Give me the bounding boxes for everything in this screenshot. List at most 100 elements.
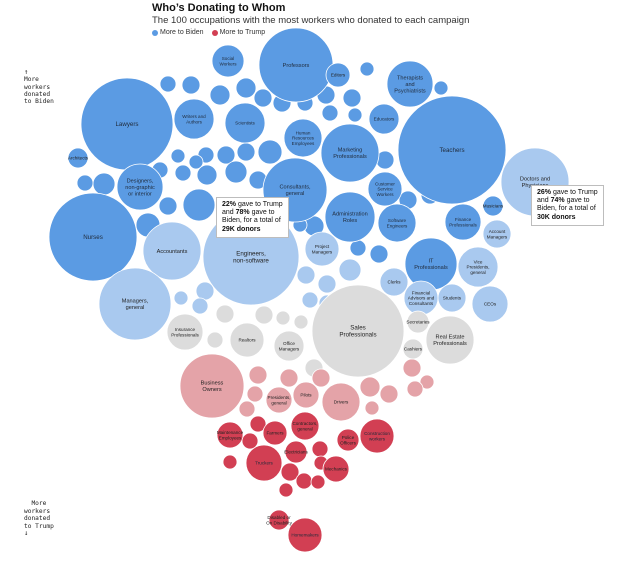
bubble-label-line: Educators (374, 117, 395, 122)
bubble-label-line: general (126, 305, 145, 311)
bubble-business-owners[interactable] (179, 353, 245, 419)
bubble-label-line: Software (388, 218, 407, 223)
bubble-librarians[interactable] (359, 61, 375, 77)
bubble-educators[interactable] (368, 103, 400, 135)
bubble-nurses[interactable] (48, 192, 138, 282)
bubble-project-managers[interactable] (304, 231, 340, 267)
bubble-curators[interactable] (433, 80, 449, 96)
bubble-label-line: Engineers (387, 223, 408, 228)
bubble-minor-1 (181, 75, 201, 95)
axis-note-trump-text: More workers donated to Trump (24, 500, 54, 530)
bubble-human-resources-employees[interactable] (283, 118, 323, 158)
bubble-managers-general[interactable] (98, 267, 172, 341)
bubble-label-software-engineers: Software Engineers (387, 218, 408, 228)
bubble-ceos[interactable] (471, 285, 509, 323)
bubble-label-students: Students (443, 296, 462, 301)
bubble-software-engineers[interactable] (377, 203, 417, 243)
bubble-label-line: Lawyers (115, 121, 138, 128)
bubble-label-line: workers (369, 436, 386, 441)
bubble-label-insurance-professionals: Insurance Professionals (171, 327, 199, 337)
bubble-label-ceos: CEOs (484, 302, 497, 307)
bubble-contractors-general[interactable] (290, 411, 320, 441)
bubble-sales-professionals[interactable] (311, 284, 405, 378)
bubble-minor-60 (241, 432, 259, 450)
bubble-finance-professionals[interactable] (444, 203, 482, 241)
bubble-minor-46 (206, 331, 224, 349)
bubble-label-vice-presidents-general: Vice Presidents, general (467, 259, 490, 275)
bubble-minor-66 (310, 474, 326, 490)
biden-swatch-icon (152, 29, 158, 36)
bubble-label-line: Employees (219, 435, 242, 440)
bubble-social-workers[interactable] (211, 44, 245, 78)
bubble-label-line: Musicians (483, 204, 504, 209)
bubble-label-therapists-and-psychiatrists: Therapists and Psychiatrists (394, 76, 426, 95)
bubble-cashiers[interactable] (402, 338, 424, 360)
bubble-label-disabled-or-on-disability: Disabled or On Disability (266, 515, 292, 525)
bubble-label-maintenance-employees: Maintenance Employees (217, 430, 244, 440)
bubble-electricians[interactable] (284, 440, 308, 464)
bubble-label-real-estate-professionals: Real Estate Professionals (433, 335, 467, 347)
bubble-presidents-general[interactable] (265, 386, 293, 414)
bubble-label-line: Architects (68, 156, 89, 161)
bubble-realtors[interactable] (229, 322, 265, 358)
bubble-account-managers[interactable] (482, 219, 512, 249)
bubble-label-line: Project (315, 244, 330, 249)
bubble-administration-roles[interactable] (324, 191, 376, 243)
bubble-label-line: Vice (474, 259, 483, 264)
bubble-editors[interactable] (325, 62, 351, 88)
bubble-mechanics[interactable] (322, 455, 350, 483)
bubble-label-human-resources-employees: Human Resources Employees (292, 130, 315, 146)
bubble-disabled-or-on-disability[interactable] (268, 509, 290, 531)
bubble-marketing-professionals[interactable] (320, 123, 380, 183)
down-arrow-icon: ↓ (24, 529, 29, 538)
bubble-label-line: Construction (364, 431, 390, 436)
bubble-real-estate-professionals[interactable] (425, 315, 475, 365)
bubble-musicians[interactable] (482, 195, 504, 217)
bubble-label-line: Professionals (339, 332, 376, 339)
bubble-label-line: Real Estate (436, 335, 465, 341)
bubble-label-line: Cashiers (404, 347, 423, 352)
bubble-pilots[interactable] (292, 381, 320, 409)
bubble-minor-48 (402, 358, 422, 378)
bubble-accountants[interactable] (142, 221, 202, 281)
bubble-designers-non-graphic-or-interior[interactable] (116, 163, 164, 211)
bubble-truckers[interactable] (245, 444, 283, 482)
bubble-label-lawyers: Lawyers (115, 121, 138, 128)
bubble-label-line: Disabled or (267, 515, 291, 520)
bubble-insurance-professionals[interactable] (166, 313, 204, 351)
bubble-police-officers[interactable] (336, 428, 360, 452)
bubble-farmers[interactable] (262, 420, 288, 446)
legend-item-trump: More to Trump (211, 29, 266, 36)
bubble-minor-37 (301, 291, 319, 309)
bubble-construction-workers[interactable] (359, 418, 395, 454)
bubble-label-clerks: Clerks (387, 280, 401, 285)
bubble-scientists[interactable] (224, 102, 266, 144)
bubble-students[interactable] (437, 283, 467, 313)
bubble-customer-service-workers[interactable] (367, 171, 403, 207)
bubble-drivers[interactable] (321, 382, 361, 422)
bubble-writers-and-authors[interactable] (173, 98, 215, 140)
legend-label-trump: More to Trump (219, 29, 266, 36)
legend-item-biden: More to Biden (152, 29, 204, 36)
bubble-label-line: Doctors and (520, 177, 550, 183)
bubble-homemakers[interactable] (287, 517, 323, 553)
bubble-teachers[interactable] (397, 95, 507, 205)
bubble-maintenance-employees[interactable] (216, 421, 244, 449)
bubble-office-managers[interactable] (273, 330, 305, 362)
callout-doctors: 26% gave to Trump and 74% gave to Biden,… (531, 185, 604, 226)
bubble-minor-20 (224, 160, 248, 184)
bubble-secretaries[interactable] (406, 310, 430, 334)
bubble-architects[interactable] (67, 147, 89, 169)
bubble-label-business-owners: Business Owners (201, 381, 224, 393)
bubble-label-line: Homemakers (291, 533, 319, 538)
bubble-label-financial-advisors-and-consultants: Financial Advisors and Consultants (408, 290, 435, 306)
bubble-vice-presidents-general[interactable] (457, 246, 499, 288)
bubble-label-line: Office (283, 341, 295, 346)
trump-swatch-icon (211, 29, 218, 36)
bubble-therapists-and-psychiatrists[interactable] (386, 60, 434, 108)
bubble-label-truckers: Truckers (255, 461, 273, 466)
bubble-clerks[interactable] (379, 267, 409, 297)
bubble-label-line: Advisors and (408, 296, 435, 301)
bubble-label-line: Drivers (334, 400, 349, 405)
callout-engineers-total: 29K donors (222, 225, 261, 233)
